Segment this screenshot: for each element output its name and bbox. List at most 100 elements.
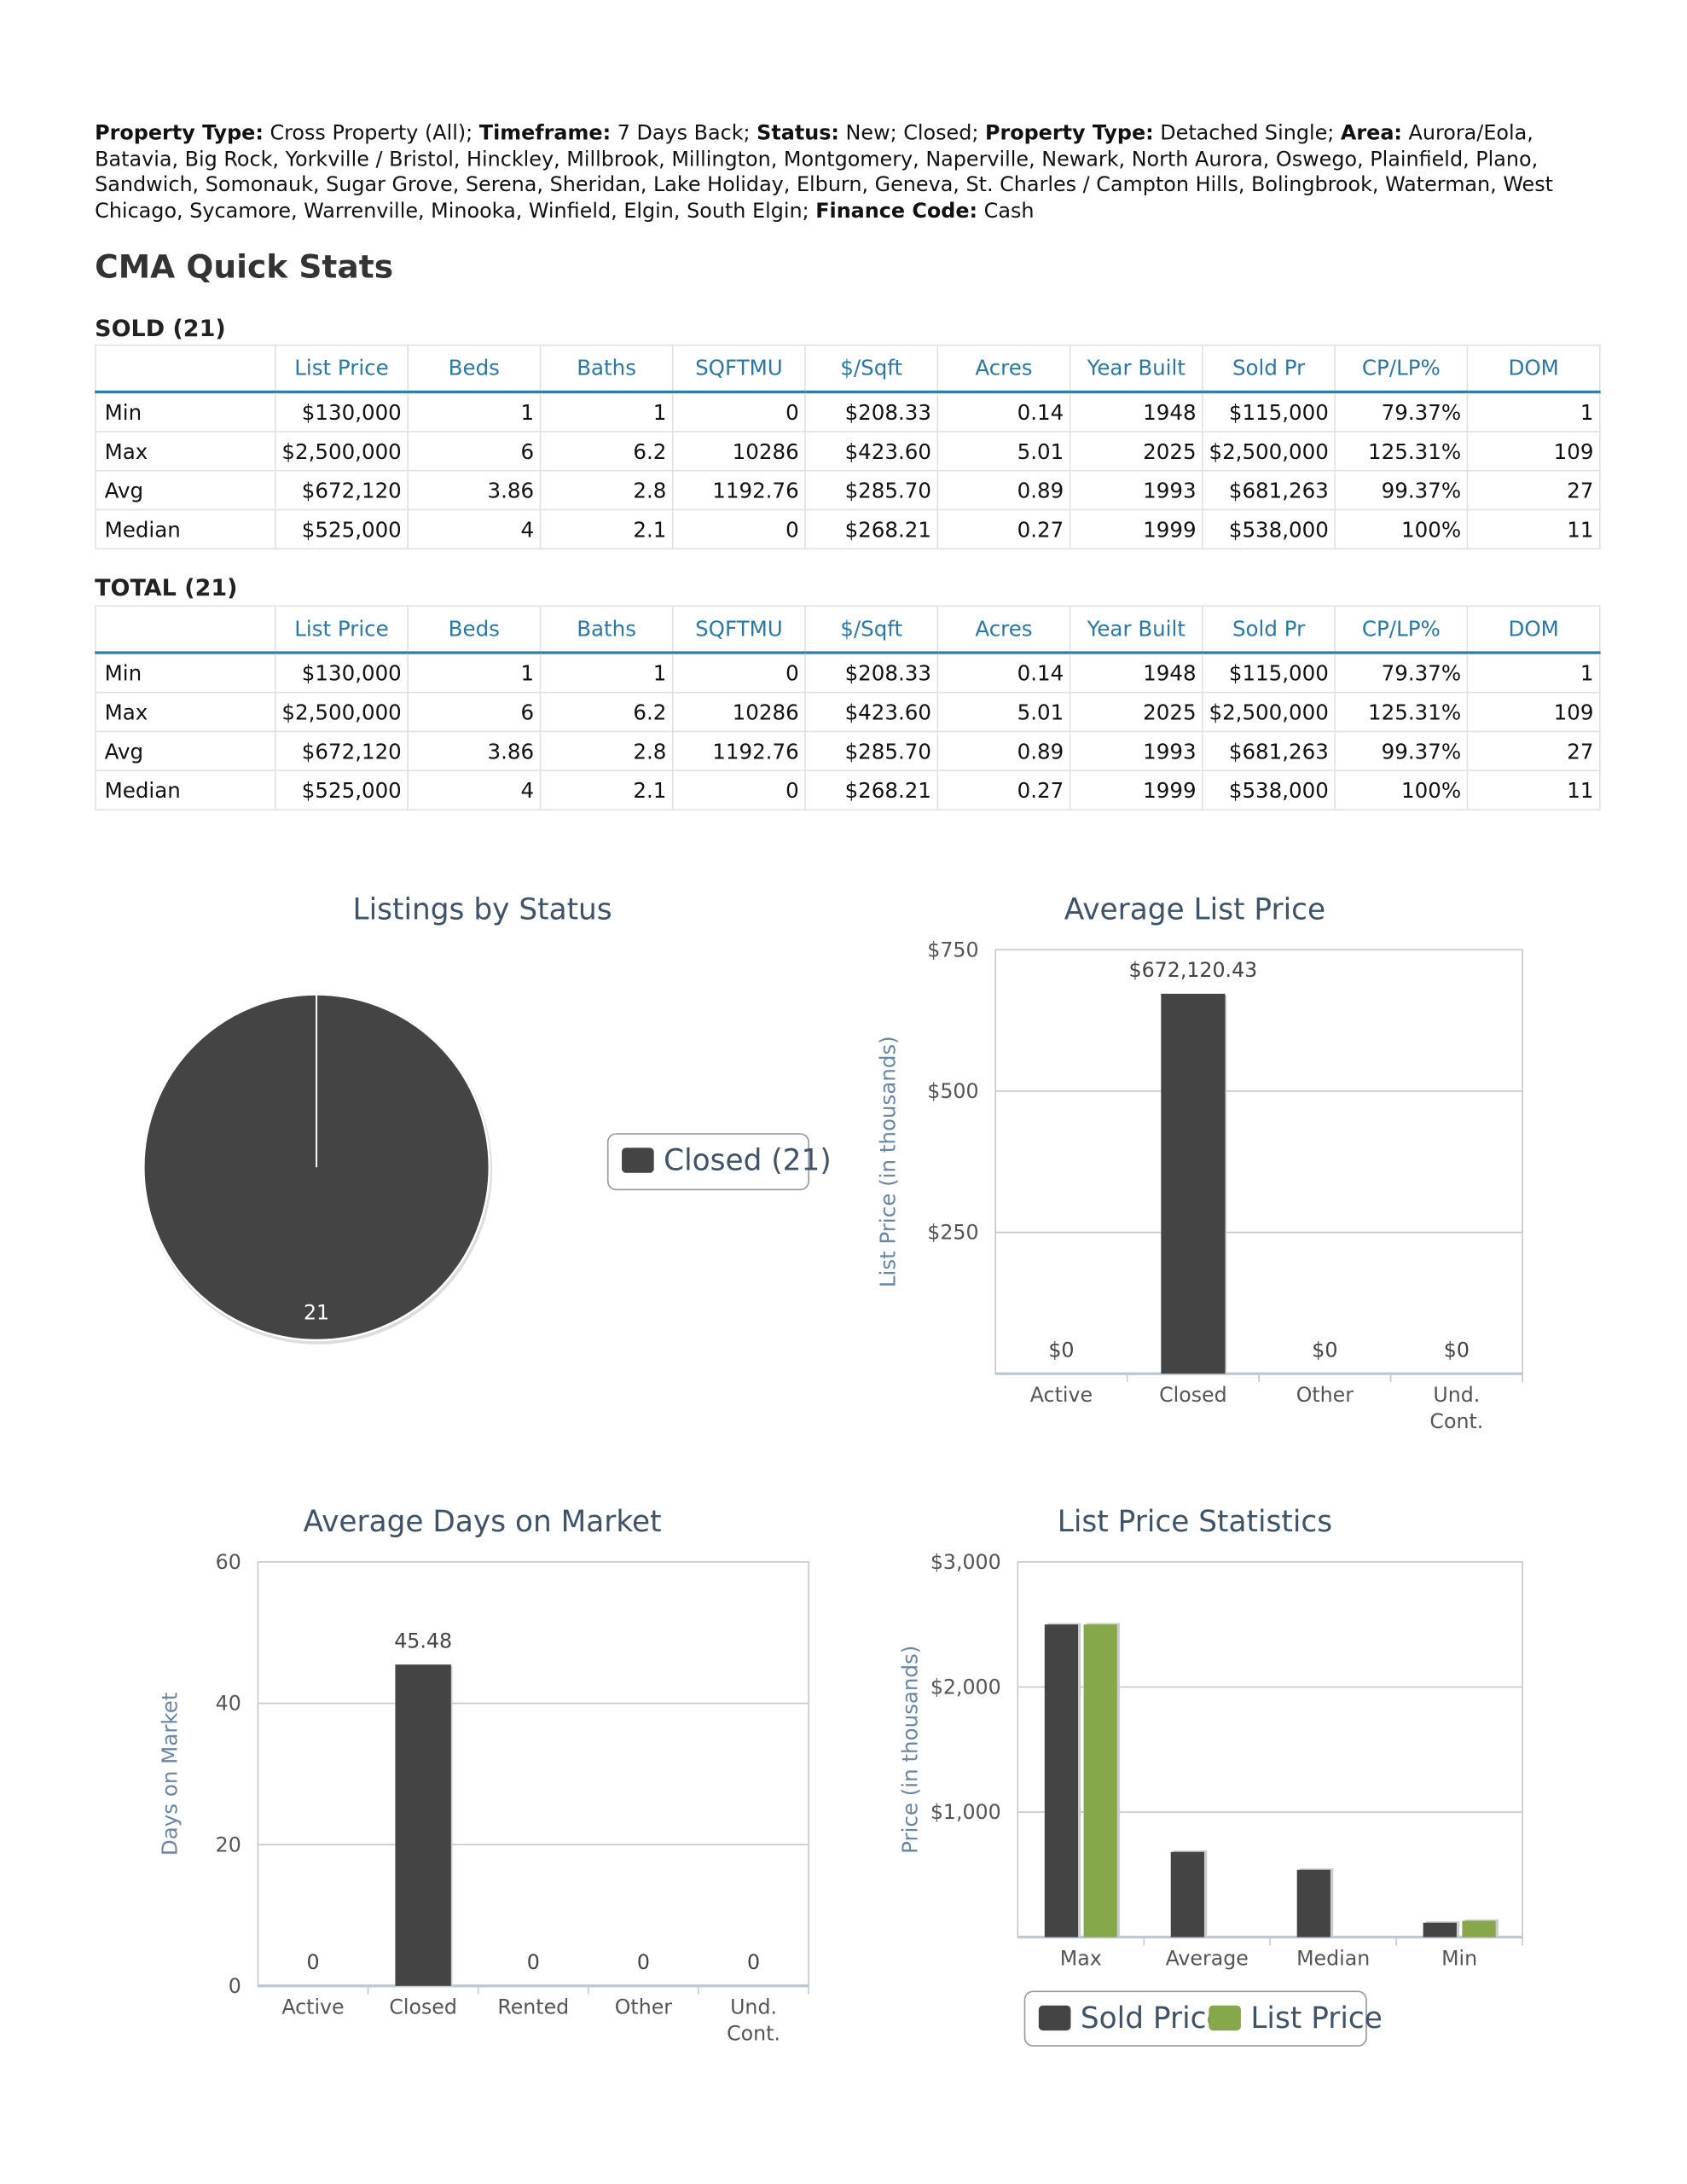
table-cell: 6.2: [539, 691, 674, 733]
table-header-row: List Price Beds Baths SQFTMU $/Sqft Acres Year…: [95, 344, 1601, 393]
table-cell: 125.31%: [1334, 691, 1469, 733]
bar-average-sold-price: [1170, 1851, 1204, 1937]
bar-data-label: 0: [527, 1950, 540, 1974]
table-cell: 2.1: [539, 770, 674, 810]
bar-data-label: 0: [306, 1950, 319, 1974]
table-cell: 99.37%: [1334, 469, 1469, 511]
table-cell: 2.8: [539, 469, 674, 511]
plot-area: [257, 1561, 809, 1987]
criteria-value: Aurora/Eola, Batavia, Big Rock, Yorkvill…: [95, 121, 1554, 224]
y-tick-label: $3,000: [930, 1550, 1001, 1574]
y-axis-title: Price (in thousands): [898, 1646, 923, 1854]
legend-swatch-closed: [622, 1147, 654, 1173]
table-cell: 1: [539, 391, 674, 433]
page-title: CMA Quick Stats: [95, 249, 394, 287]
table-cell: 0: [671, 391, 806, 433]
column-header: Year Built: [1069, 344, 1203, 393]
table-cell: $2,500,000: [275, 431, 409, 472]
table-cell: $285.70: [804, 730, 939, 771]
column-header: Beds: [407, 605, 542, 654]
table-cell: $423.60: [804, 691, 939, 733]
criteria-value: Cross Property (All);: [263, 121, 479, 146]
table-cell: 0: [671, 508, 806, 550]
table-cell: 1999: [1069, 770, 1203, 810]
bar-min-sold-price: [1423, 1922, 1457, 1937]
bar-data-label: $672,120.43: [1129, 958, 1258, 982]
plot-area: [994, 949, 1523, 1374]
x-category-label: Closed: [1159, 1383, 1227, 1407]
y-tick-label: $250: [927, 1221, 978, 1245]
table-cell: $672,120: [275, 469, 409, 511]
table-row: Min $130,000 1 1 0 $208.33 0.14 1948 $115,000 79.…: [95, 391, 1601, 433]
column-header: List Price: [275, 605, 409, 654]
y-tick-label: 60: [216, 1550, 241, 1574]
chart-title: Average List Price: [1064, 892, 1325, 926]
y-tick-label: 40: [216, 1692, 241, 1716]
table-header-row: List Price Beds Baths SQFTMU $/Sqft Acres Year…: [95, 605, 1601, 654]
y-tick-label: 0: [229, 1974, 241, 1998]
table-cell: 79.37%: [1334, 652, 1469, 694]
x-category-label: Und. Cont.: [1429, 1383, 1483, 1433]
y-tick-label: $1,000: [930, 1800, 1001, 1824]
y-axis-title: List Price (in thousands): [875, 1036, 900, 1287]
table-cell: Avg: [95, 730, 276, 771]
column-header: [95, 344, 276, 393]
legend-label-list-price: List Price: [1250, 2001, 1383, 2036]
column-header: Acres: [936, 605, 1071, 654]
bar-max-sold-price: [1044, 1624, 1079, 1937]
bar-data-label: 45.48: [394, 1629, 452, 1653]
table-row: Min $130,000 1 1 0 $208.33 0.14 1948 $115,000 79.…: [95, 652, 1601, 694]
table-cell: $525,000: [275, 508, 409, 550]
column-header: [95, 605, 276, 654]
table-cell: 6: [407, 691, 542, 733]
table-cell: $423.60: [804, 431, 939, 472]
table-cell: 79.37%: [1334, 391, 1469, 433]
table-cell: 1: [1466, 652, 1601, 694]
table-cell: $538,000: [1202, 770, 1336, 810]
table-cell: 2.8: [539, 730, 674, 771]
x-category-label: Max: [1060, 1946, 1102, 1970]
criteria-label: Timeframe:: [478, 121, 612, 146]
table-cell: $130,000: [275, 391, 409, 433]
bar-closed: [1161, 993, 1226, 1374]
table-cell: $208.33: [804, 652, 939, 694]
y-axis-title: Days on Market: [158, 1692, 183, 1856]
table-cell: 1993: [1069, 730, 1203, 771]
sold-stats-table: List Price Beds Baths SQFTMU $/Sqft Acres Year…: [95, 344, 1601, 550]
legend-swatch-list-price: [1209, 2005, 1241, 2031]
table-cell: 0.27: [936, 508, 1071, 550]
table-cell: $538,000: [1202, 508, 1336, 550]
legend-label-sold-price: Sold Price: [1081, 2001, 1225, 2036]
table-cell: 6.2: [539, 431, 674, 472]
criteria-value: 7 Days Back;: [611, 121, 757, 146]
table-cell: 1948: [1069, 652, 1203, 694]
legend-swatch-sold-price: [1038, 2005, 1071, 2031]
table-cell: Max: [95, 691, 276, 733]
table-cell: Median: [95, 770, 276, 810]
bar-data-label: $0: [1312, 1339, 1337, 1362]
x-category-label: Other: [1296, 1383, 1354, 1407]
column-header: Sold Pr: [1202, 605, 1336, 654]
x-category-label: Und. Cont.: [727, 1995, 780, 2046]
y-tick-label: $2,000: [930, 1676, 1001, 1699]
chart-title: List Price Statistics: [1058, 1505, 1332, 1539]
table-cell: $525,000: [275, 770, 409, 810]
chart-title: Average Days on Market: [304, 1505, 662, 1539]
legend-box: [606, 1133, 809, 1191]
table-cell: $130,000: [275, 652, 409, 694]
bar-min-list-price: [1462, 1920, 1496, 1937]
table-cell: Min: [95, 391, 276, 433]
table-cell: 27: [1466, 469, 1601, 511]
y-tick-label: 20: [216, 1833, 241, 1856]
criteria-value: New; Closed;: [838, 121, 985, 146]
bar-data-label: 0: [637, 1950, 650, 1974]
x-category-label: Other: [615, 1995, 673, 2019]
bar-closed: [395, 1664, 451, 1986]
criteria-label: Area:: [1340, 121, 1402, 146]
column-header: CP/LP%: [1334, 344, 1469, 393]
table-cell: 5.01: [936, 431, 1071, 472]
table-cell: Min: [95, 652, 276, 694]
criteria-label: Finance Code:: [815, 199, 978, 224]
column-header: DOM: [1466, 605, 1601, 654]
